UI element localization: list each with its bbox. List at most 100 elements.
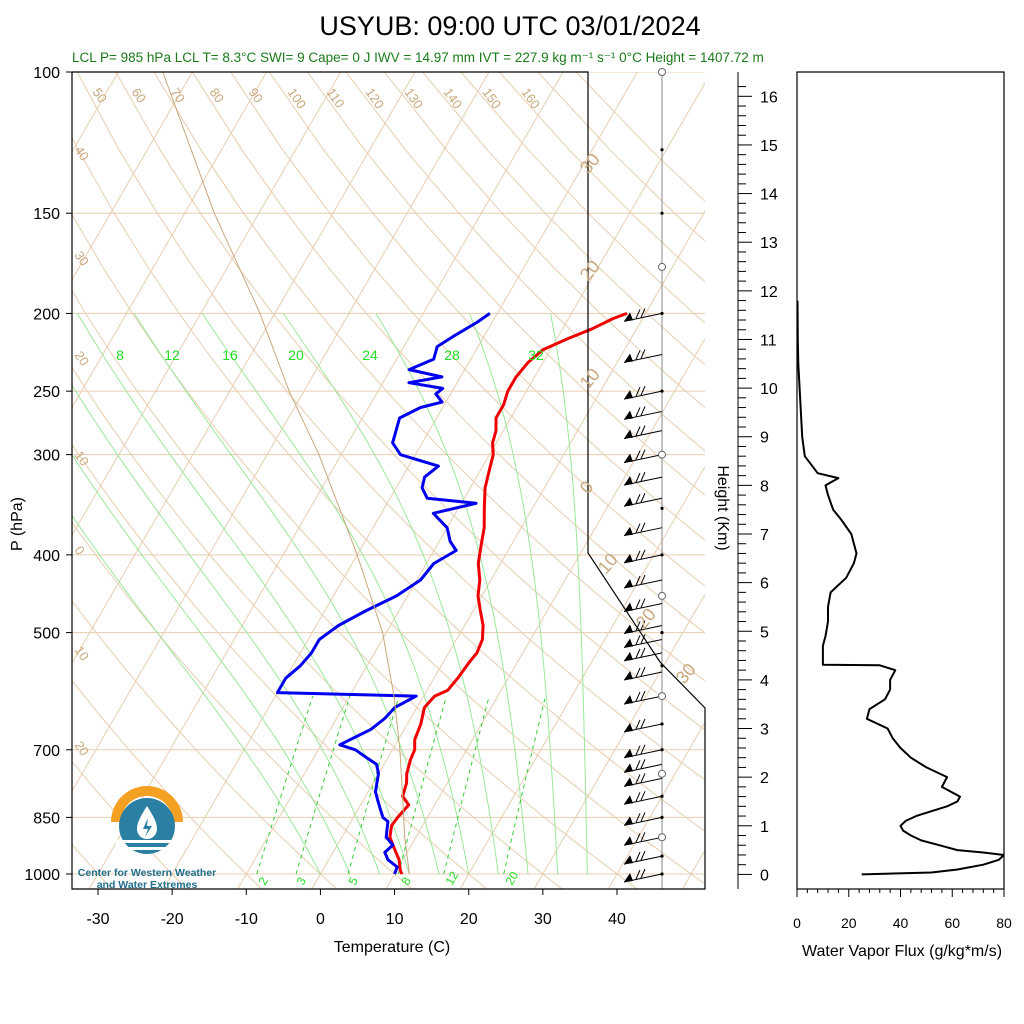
wind-barb <box>623 308 663 322</box>
dry-adiabat-line <box>72 213 705 885</box>
wind-dot <box>660 148 664 152</box>
adiabat-label: 30 <box>672 659 700 687</box>
wind-barb <box>623 598 663 613</box>
x-tick-label: -10 <box>235 911 258 928</box>
wind-barb-flag <box>624 624 633 634</box>
flux-x-tick-label: 20 <box>841 915 857 931</box>
dry-adiabat-line <box>72 136 705 832</box>
x-tick-label: -20 <box>161 911 184 928</box>
wind-barb-feather <box>635 774 641 784</box>
mixing-ratio-label: 8 <box>398 874 414 887</box>
wind-dot <box>660 311 664 316</box>
dry-adiabat-line <box>72 760 188 889</box>
dry-adiabat-line <box>268 72 705 541</box>
wind-dot <box>660 389 664 393</box>
mixing-ratio-line <box>397 695 447 875</box>
wind-barb <box>623 832 663 846</box>
wind-dot <box>660 630 664 635</box>
y-tick-label: 500 <box>33 626 60 643</box>
wind-barb-feather <box>635 851 641 862</box>
height-tick-label: 8 <box>760 478 769 495</box>
mixing-ratio-label: 20 <box>288 347 304 363</box>
wind-barb-flag <box>624 763 633 773</box>
adiabat-label: 10 <box>576 364 604 392</box>
isotherm-label: 60 <box>129 85 150 105</box>
height-tick-label: 16 <box>760 89 778 106</box>
calm-wind-circle <box>658 769 666 778</box>
wind-barb-flag <box>624 526 633 536</box>
wind-barb <box>623 666 663 681</box>
wind-barb-feather <box>635 792 641 802</box>
wind-barb-flag <box>624 312 633 322</box>
wind-barb <box>623 620 663 635</box>
wind-barb-feather <box>640 868 646 879</box>
wind-barb <box>623 744 663 759</box>
calm-wind-circle <box>658 591 666 600</box>
wind-barb-feather <box>635 575 641 586</box>
wind-dot <box>660 794 664 798</box>
wind-barb-feather <box>635 869 641 880</box>
y-tick-label: 700 <box>33 743 60 760</box>
y-tick-label: 400 <box>33 548 60 565</box>
wind-barb <box>623 718 663 733</box>
isotherm-line <box>681 849 705 889</box>
flux-x-axis-label: Water Vapor Flux (g/kg*m/s) <box>802 943 1002 960</box>
y-tick-label: 300 <box>33 448 60 465</box>
isotherm-label: 80 <box>207 85 228 105</box>
wind-barb-feather <box>635 691 641 702</box>
wind-barb <box>623 773 663 787</box>
dry-adiabat-line <box>115 72 705 731</box>
y-tick-label: 200 <box>33 306 60 323</box>
height-tick-label: 12 <box>760 284 778 301</box>
dry-adiabat-line <box>230 72 705 587</box>
height-tick-label: 4 <box>760 673 769 690</box>
calm-wind-circle <box>658 450 666 459</box>
dry-adiabat-line <box>72 443 488 889</box>
adiabat-label: 30 <box>576 149 604 177</box>
wind-barb-feather <box>640 549 646 560</box>
calm-wind-circle <box>658 692 666 701</box>
mixing-ratio-line <box>256 695 314 875</box>
adiabat-label: 20 <box>72 738 93 758</box>
wind-barb-flag <box>624 855 633 865</box>
adiabat-label: 40 <box>72 143 93 163</box>
wind-barb-feather <box>635 621 641 631</box>
wind-dot <box>660 748 664 752</box>
wind-barb-feather <box>635 386 641 397</box>
wind-barb-feather <box>640 647 646 658</box>
dry-adiabat-line <box>460 72 705 324</box>
dewpoint-trace <box>275 312 491 875</box>
wind-dot <box>660 506 664 510</box>
skewt-panel: -30 -20 -10 0 10 20 30 401001502002503004005007… <box>24 65 706 928</box>
wind-barb-feather <box>635 407 641 417</box>
adiabat-label: 10 <box>72 643 93 663</box>
wind-barb-feather <box>640 308 646 318</box>
wind-barb-feather <box>640 493 646 503</box>
isotherm-label: 70 <box>168 85 189 105</box>
isotherm-label: 120 <box>363 85 388 111</box>
mixing-ratio-line <box>503 695 546 875</box>
wind-barb-feather <box>640 666 646 677</box>
dry-adiabat-line <box>72 521 413 889</box>
parcel-trace <box>162 72 410 875</box>
wind-barb-flag <box>624 453 633 463</box>
mixing-ratio-line <box>295 695 351 875</box>
wind-barb-feather <box>640 718 646 729</box>
wind-barb <box>623 522 663 537</box>
dry-adiabat-line <box>153 72 705 682</box>
wind-barb-feather <box>635 426 641 436</box>
height-tick-label: 13 <box>760 235 778 252</box>
wind-barb-feather <box>640 425 646 435</box>
wind-barb <box>623 812 663 826</box>
wind-barb-flag <box>624 579 633 589</box>
wind-barb-feather <box>640 598 646 608</box>
x-tick-label: 10 <box>386 911 404 928</box>
wind-barb <box>623 406 663 420</box>
temperature-trace <box>388 311 628 875</box>
wind-barb-flag <box>624 836 633 846</box>
wind-barb-flag <box>624 795 633 805</box>
wind-barb-flag <box>624 748 633 758</box>
wind-barb-feather <box>635 813 641 823</box>
